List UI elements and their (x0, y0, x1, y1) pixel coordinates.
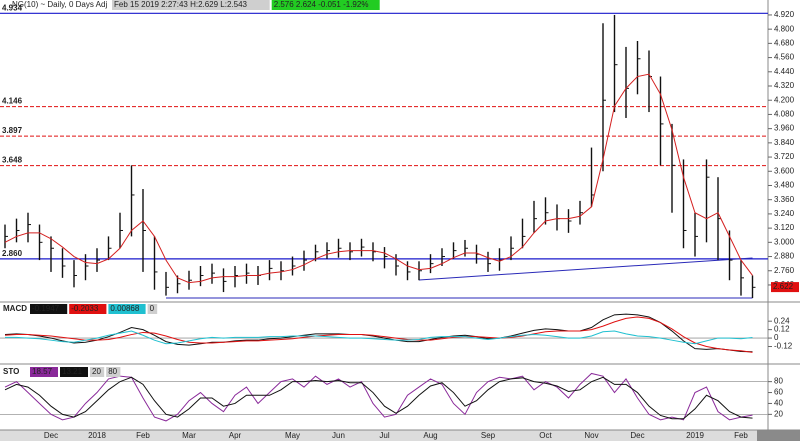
y-tick-label: 3.600 (774, 166, 795, 175)
x-tick-label: Dec (630, 431, 644, 440)
x-tick-label: Mar (182, 431, 196, 440)
y-tick-label: 4.320 (774, 81, 795, 90)
readout-label: -0.1947 (32, 304, 60, 313)
y-tick-label: 20 (774, 409, 783, 418)
level-label: 2.860 (2, 249, 23, 258)
y-tick-label: 2.760 (774, 266, 795, 275)
readout-label: 0 (150, 304, 155, 313)
y-tick-label: 3.960 (774, 124, 795, 133)
y-tick-label: 4.200 (774, 95, 795, 104)
x-tick-label: Feb (136, 431, 150, 440)
level-label: 4.146 (2, 97, 23, 106)
level-label: 4.934 (2, 3, 23, 12)
y-tick-label: 60 (774, 388, 783, 397)
quote-text: 2.576 2.624 -0.051 -1.92% (274, 0, 369, 9)
series-line (4, 372, 753, 422)
y-tick-label: 3.360 (774, 195, 795, 204)
x-tick-label: Sep (481, 431, 496, 440)
series-line (5, 330, 753, 345)
series-line (4, 316, 753, 353)
y-tick-label: 4.920 (774, 10, 795, 19)
readout-label: 20 (92, 367, 101, 376)
corner (757, 430, 800, 441)
panel-title: STO (3, 367, 19, 376)
readout-label: 13.21 (62, 367, 83, 376)
y-tick-label: 3.000 (774, 237, 795, 246)
y-tick-label: 80 (774, 377, 783, 386)
y-tick-label: 0.12 (774, 325, 790, 334)
info-text: Feb 15 2019 2:27:43 H:2.629 L:2.543 (114, 0, 248, 9)
x-tick-label: Dec (44, 431, 58, 440)
y-tick-label: 3.240 (774, 209, 795, 218)
readout-box (90, 367, 105, 377)
x-tick-label: Oct (539, 431, 552, 440)
y-tick-label: 4.080 (774, 110, 795, 119)
x-tick-label: Aug (423, 431, 437, 440)
last-price-box (771, 282, 799, 293)
series-line (4, 376, 753, 420)
readout-box (69, 304, 107, 314)
x-tick-label: Nov (584, 431, 598, 440)
readout-label: 18.57 (32, 367, 53, 376)
y-tick-label: 4.560 (774, 53, 795, 62)
readout-box (30, 367, 58, 377)
x-tick-label: 2019 (686, 431, 704, 440)
level-label: 3.648 (2, 156, 23, 165)
trendline (418, 257, 753, 281)
readout-label: 80 (108, 367, 117, 376)
x-tick-label: May (285, 431, 300, 440)
y-tick-label: 0 (774, 333, 779, 342)
last-price-label: 2.622 (773, 282, 794, 291)
y-tick-label: 4.680 (774, 38, 795, 47)
readout-label: -0.2033 (71, 304, 99, 313)
readout-box (60, 367, 88, 377)
readout-box (108, 304, 146, 314)
readout-box (147, 304, 158, 314)
info-box (112, 0, 270, 10)
quote-box (271, 0, 380, 10)
x-axis-strip (0, 430, 800, 441)
y-tick-label: 3.840 (774, 138, 795, 147)
x-tick-label: Jul (379, 431, 389, 440)
x-tick-label: Feb (734, 431, 748, 440)
moving-average (4, 73, 753, 284)
readout-label: 0.00868 (110, 304, 139, 313)
y-tick-label: 0.24 (774, 316, 790, 325)
series-line (4, 313, 753, 353)
y-tick-label: 3.120 (774, 223, 795, 232)
y-tick-label: 4.440 (774, 67, 795, 76)
chart-title: NG(10) ~ Daily, 0 Days Adj (12, 0, 107, 9)
y-tick-label: 3.720 (774, 152, 795, 161)
readout-box (106, 367, 121, 377)
y-tick-label: -0.12 (774, 342, 793, 351)
y-tick-label: 40 (774, 399, 783, 408)
readout-box (30, 304, 68, 314)
x-tick-label: Apr (229, 431, 242, 440)
panel-title: MACD (3, 304, 27, 313)
y-tick-label: 2.880 (774, 252, 795, 261)
x-tick-label: 2018 (88, 431, 106, 440)
x-tick-label: Jun (332, 431, 345, 440)
level-label: 3.897 (2, 126, 23, 135)
y-tick-label: 3.480 (774, 181, 795, 190)
y-tick-label: 4.800 (774, 24, 795, 33)
